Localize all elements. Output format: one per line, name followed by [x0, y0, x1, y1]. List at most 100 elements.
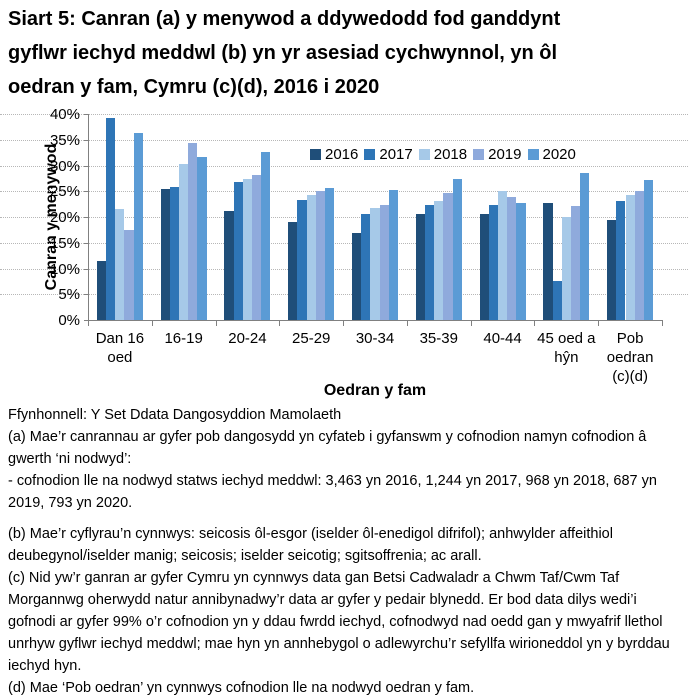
- x-tick: [662, 321, 663, 326]
- x-category-label: 16-19: [164, 330, 203, 347]
- bar-2019-4: [315, 191, 325, 320]
- y-tick-label: 0%: [58, 312, 80, 329]
- legend-item-2018: 2018: [418, 146, 468, 163]
- bar-2017-4: [297, 200, 307, 320]
- bar-2020-2: [197, 156, 207, 320]
- y-tick: [84, 114, 88, 115]
- gridline: [0, 294, 688, 296]
- bar-2019-7: [507, 197, 517, 320]
- legend-item-2020: 2020: [527, 146, 576, 163]
- x-tick: [470, 321, 472, 326]
- bar-2017-8: [552, 280, 562, 320]
- source-note: Ffynhonnell: Y Set Ddata Dangosyddion Ma…: [8, 407, 342, 423]
- bar-2016-8: [543, 203, 553, 320]
- y-tick-label: 35%: [49, 131, 80, 149]
- y-tick-label: 5%: [58, 286, 80, 304]
- chart-title: Siart 5: Canran (a) y menywod a ddywedod…: [8, 8, 561, 98]
- gridline: [0, 191, 688, 193]
- legend-swatch-icon: [527, 149, 539, 160]
- bar-2020-3: [261, 151, 271, 320]
- bar-2020-9: [643, 180, 654, 320]
- bar-2016-1: [96, 260, 107, 320]
- bar-2020-7: [516, 203, 526, 320]
- legend-label: 2017: [379, 146, 413, 163]
- bar-2018-4: [306, 194, 316, 320]
- legend: 2016 2017 2018 2019 2020: [310, 147, 576, 162]
- bar-2020-5: [388, 190, 398, 320]
- x-tick: [279, 321, 281, 326]
- bar-2016-9: [607, 220, 617, 320]
- legend-label: 2020: [542, 146, 576, 163]
- y-tick: [84, 320, 88, 321]
- bar-2019-6: [443, 193, 453, 320]
- y-tick: [84, 165, 88, 167]
- gridline: [0, 268, 688, 270]
- legend-item-2016: 2016: [310, 147, 358, 162]
- y-tick: [84, 217, 88, 218]
- x-axis-title: Oedran y fam: [323, 382, 427, 399]
- bar-2017-9: [616, 201, 626, 320]
- legend-swatch-icon: [418, 149, 430, 160]
- gridline: [0, 114, 688, 115]
- x-category-label: 20-24: [228, 330, 267, 347]
- bar-2019-9: [634, 191, 644, 320]
- y-tick: [84, 191, 88, 193]
- footnote-c: (c) Nid yw’r ganran ar gyfer Cymru yn cy…: [8, 570, 670, 674]
- x-category-label: 40-44: [483, 330, 522, 347]
- bar-2018-9: [625, 194, 635, 320]
- bar-2020-8: [580, 172, 590, 320]
- x-tick: [534, 321, 536, 326]
- footnote-d: (d) Mae ‘Pob oedran’ yn cynnwys cofnodio…: [8, 680, 475, 696]
- bar-2018-2: [179, 164, 189, 320]
- x-tick: [598, 321, 600, 326]
- bar-2020-6: [452, 179, 462, 320]
- bar-2019-5: [379, 205, 389, 320]
- y-axis-line: [88, 114, 89, 321]
- x-axis-line: [88, 320, 663, 321]
- footnote-a: (a) Mae’r canrannau ar gyfer pob dangosy…: [8, 429, 647, 467]
- gridline: [0, 217, 688, 218]
- bar-2020-4: [325, 187, 335, 320]
- bar-2017-1: [106, 117, 116, 320]
- bar-2018-7: [497, 191, 508, 320]
- bar-2016-6: [415, 213, 425, 320]
- x-tick: [343, 321, 345, 326]
- legend-label: 2016: [325, 146, 359, 163]
- bar-chart: Canran y menywod 0% 5% 10% 15% 20% 25% 30% 35% 4…: [0, 100, 688, 400]
- legend-swatch-icon: [310, 149, 321, 160]
- y-tick: [84, 294, 88, 296]
- legend-swatch-icon: [364, 149, 376, 160]
- x-category-label: Pob oedran (c)(d): [606, 330, 654, 385]
- bar-2020-1: [133, 132, 143, 320]
- bar-2019-2: [188, 143, 198, 320]
- y-tick-label: 10%: [49, 260, 80, 278]
- bar-2016-4: [288, 222, 298, 320]
- legend-swatch-icon: [473, 149, 485, 160]
- bar-2019-8: [570, 205, 581, 320]
- bar-2019-1: [124, 230, 134, 320]
- legend-item-2019: 2019: [473, 147, 522, 162]
- bar-2017-3: [233, 182, 243, 320]
- gridline: [0, 139, 688, 141]
- y-tick-label: 40%: [49, 106, 80, 123]
- bar-2017-7: [488, 205, 498, 320]
- x-category-label: 35-39: [419, 330, 458, 347]
- legend-label: 2018: [433, 146, 468, 163]
- y-tick-label: 25%: [49, 183, 80, 201]
- bar-2017-2: [169, 187, 180, 320]
- footnotes: Ffynhonnell: Y Set Ddata Dangosyddion Ma…: [8, 404, 684, 699]
- gridline: [0, 242, 688, 244]
- x-tick: [151, 321, 153, 326]
- bar-2018-1: [115, 208, 125, 320]
- bar-2018-3: [242, 179, 253, 320]
- bar-2019-3: [252, 175, 262, 320]
- bar-2016-5: [352, 233, 362, 320]
- footnote-a-detail: - cofnodion lle na nodwyd statws iechyd …: [8, 473, 657, 511]
- gridline: [0, 165, 688, 167]
- bar-2017-5: [361, 214, 371, 320]
- x-category-label: Dan 16 oed: [95, 330, 145, 366]
- y-tick-label: 20%: [49, 209, 80, 226]
- y-tick: [84, 139, 88, 141]
- x-category-label: 25-29: [292, 330, 331, 347]
- legend-item-2017: 2017: [364, 146, 413, 163]
